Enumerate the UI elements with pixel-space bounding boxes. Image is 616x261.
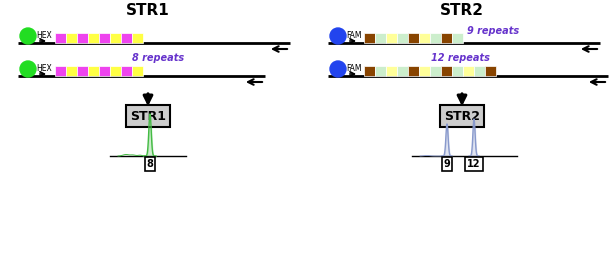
Text: 9 repeats: 9 repeats — [467, 26, 519, 36]
Bar — [452, 66, 463, 76]
Bar — [408, 66, 419, 76]
Text: STR2: STR2 — [440, 3, 484, 18]
Text: STR2: STR2 — [444, 110, 480, 122]
Bar — [375, 33, 386, 43]
Bar — [66, 66, 77, 76]
Bar — [121, 66, 132, 76]
Bar — [66, 33, 77, 43]
Bar — [463, 66, 474, 76]
Bar — [121, 33, 132, 43]
Bar — [441, 66, 452, 76]
Bar — [485, 66, 496, 76]
Text: 12 repeats: 12 repeats — [431, 53, 490, 63]
Bar — [55, 33, 66, 43]
Text: 12: 12 — [468, 159, 480, 169]
Circle shape — [330, 61, 346, 77]
Bar — [77, 33, 88, 43]
Bar — [386, 33, 397, 43]
Bar — [364, 66, 375, 76]
Text: 8: 8 — [147, 159, 153, 169]
Text: 9: 9 — [444, 159, 450, 169]
Bar — [132, 66, 143, 76]
Text: HEX: HEX — [36, 31, 52, 40]
Bar — [110, 33, 121, 43]
Bar — [397, 66, 408, 76]
Bar — [99, 66, 110, 76]
Bar — [386, 66, 397, 76]
Bar — [441, 33, 452, 43]
Bar — [397, 33, 408, 43]
Bar — [88, 33, 99, 43]
Bar — [77, 66, 88, 76]
Bar — [419, 33, 430, 43]
Circle shape — [330, 28, 346, 44]
Bar — [375, 66, 386, 76]
Text: FAM: FAM — [346, 64, 362, 73]
Circle shape — [20, 61, 36, 77]
Bar — [364, 33, 375, 43]
Text: HEX: HEX — [36, 64, 52, 73]
Bar — [419, 66, 430, 76]
Bar — [110, 66, 121, 76]
Bar — [452, 33, 463, 43]
Bar — [430, 33, 441, 43]
Text: STR1: STR1 — [130, 110, 166, 122]
Bar — [88, 66, 99, 76]
Bar — [55, 66, 66, 76]
Text: FAM: FAM — [346, 31, 362, 40]
Bar — [408, 33, 419, 43]
Circle shape — [20, 28, 36, 44]
Bar — [99, 33, 110, 43]
Text: 8 repeats: 8 repeats — [132, 53, 184, 63]
Bar — [430, 66, 441, 76]
Bar — [132, 33, 143, 43]
Bar — [474, 66, 485, 76]
Text: STR1: STR1 — [126, 3, 170, 18]
